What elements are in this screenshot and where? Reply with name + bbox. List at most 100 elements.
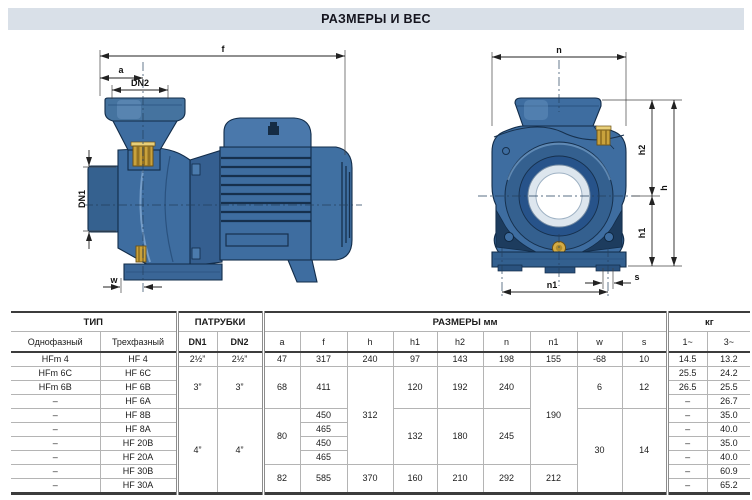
col-header-h2: h2 bbox=[436, 331, 484, 353]
col-header-kg1: 1~ bbox=[665, 331, 708, 353]
col-header-a: a bbox=[261, 331, 301, 353]
td-h2: 210 bbox=[436, 464, 484, 494]
td-n1: 155 bbox=[529, 352, 578, 367]
td-kg1: – bbox=[665, 422, 708, 437]
col-header-kg3: 3~ bbox=[706, 331, 751, 353]
td-kg3: 60.9 bbox=[706, 464, 751, 479]
motor-foot bbox=[287, 259, 318, 283]
dimensions-table: ТИП ПАТРУБКИ РАЗМЕРЫ мм кг Однофазный Тр… bbox=[11, 311, 751, 495]
motor-plug bbox=[268, 126, 279, 135]
td-kg1: – bbox=[665, 464, 708, 479]
td-s: 12 bbox=[621, 366, 668, 409]
td-h2: 192 bbox=[436, 366, 484, 409]
td-f: 465 bbox=[299, 450, 348, 465]
td-mono: – bbox=[11, 450, 100, 465]
dim-label-f: f bbox=[222, 44, 226, 54]
front-view-dimensions: n h2 h1 h s n1 bbox=[491, 45, 682, 295]
td-tri: HF 6B bbox=[99, 380, 177, 395]
col-header-n: n bbox=[482, 331, 531, 353]
col-header-f: f bbox=[299, 331, 348, 353]
td-n1: 190 bbox=[529, 366, 578, 465]
group-header-row: ТИП ПАТРУБКИ РАЗМЕРЫ мм кг bbox=[11, 312, 751, 332]
td-mono: – bbox=[11, 436, 100, 451]
table-row: – HF 20A 465 – 40.0 bbox=[11, 450, 751, 465]
td-kg3: 13.2 bbox=[706, 352, 751, 367]
td-f: 450 bbox=[299, 436, 348, 451]
col-header-s: s bbox=[621, 331, 668, 353]
discharge-cap bbox=[514, 97, 602, 127]
td-dn2: 4” bbox=[216, 408, 264, 494]
td-mono: – bbox=[52, 480, 58, 490]
table-row: – HF 8B 4” 4” 80 450 132 180 245 30 14 –… bbox=[11, 408, 751, 494]
td-f: 317 bbox=[299, 352, 348, 367]
td-kg3: 40.0 bbox=[706, 422, 751, 437]
td-n: 245 bbox=[482, 408, 531, 465]
column-header-row: Однофазный Трехфазный DN1 DN2 a f h h1 h… bbox=[11, 331, 751, 353]
td-kg1: – bbox=[665, 408, 708, 423]
td-tri: HF 20A bbox=[99, 450, 177, 465]
td-h2: 143 bbox=[436, 352, 484, 367]
suction-funnel bbox=[104, 97, 186, 122]
td-a: 80 bbox=[261, 408, 301, 465]
col-header-dn1: DN1 bbox=[175, 331, 217, 353]
table-row: – HF 6A – 26.7 bbox=[11, 394, 751, 409]
group-header-weight: кг bbox=[665, 312, 751, 332]
dim-label-dn1: DN1 bbox=[78, 190, 87, 208]
dim-label-h: h bbox=[659, 185, 669, 191]
group-header-dimensions: РАЗМЕРЫ мм bbox=[261, 312, 668, 332]
td-tri: HF 30B bbox=[99, 464, 177, 479]
table-row: HFm 6C HF 6C 3” 3” 68 411 312 120 192 24… bbox=[11, 366, 751, 465]
td-f: 585 bbox=[299, 464, 348, 494]
td-mono: HFm 6B bbox=[11, 380, 100, 395]
dim-label-dn2: DN2 bbox=[131, 78, 149, 88]
td-tri: HF 8A bbox=[99, 422, 177, 437]
td-kg3: 40.0 bbox=[706, 450, 751, 465]
pump-front-view-drawing: n h2 h1 h s n1 bbox=[478, 45, 682, 296]
td-f: 465 bbox=[299, 422, 348, 437]
td-dn2: 3” bbox=[216, 366, 264, 409]
td-a: 82 bbox=[261, 464, 301, 494]
motor-fins bbox=[221, 156, 311, 223]
col-header-w: w bbox=[576, 331, 623, 353]
td-mono: HFm 6C bbox=[11, 366, 100, 381]
td-h: 240 bbox=[346, 352, 394, 367]
td-kg1: 14.5 bbox=[665, 352, 708, 367]
td-h: 370 bbox=[346, 464, 394, 494]
td-kg3: 25.5 bbox=[706, 380, 751, 395]
td-mono: – bbox=[11, 422, 100, 437]
col-header-h1: h1 bbox=[392, 331, 438, 353]
motor-nameplate bbox=[225, 233, 289, 247]
td-kg1: 26.5 bbox=[665, 380, 708, 395]
col-header-three-phase: Трехфазный bbox=[99, 331, 177, 353]
td-h1: 160 bbox=[392, 464, 438, 494]
col-header-single-phase: Однофазный bbox=[11, 331, 100, 353]
td-n: 198 bbox=[482, 352, 531, 367]
col-header-h: h bbox=[346, 331, 394, 353]
td-kg1: 25.5 bbox=[665, 366, 708, 381]
td-kg3: 24.2 bbox=[706, 366, 751, 381]
td-dn1: 3” bbox=[175, 366, 217, 409]
td-mono: – bbox=[11, 464, 100, 479]
td-w: 6 bbox=[576, 366, 623, 409]
td-n1: 212 bbox=[529, 464, 578, 494]
side-view-dimensions: f a DN2 DN1 w bbox=[78, 44, 346, 293]
table-row: HFm 4 HF 4 2½” 2½” 47 317 240 97 143 198… bbox=[11, 352, 751, 367]
group-header-ports: ПАТРУБКИ bbox=[175, 312, 264, 332]
td-mono: – bbox=[11, 394, 100, 409]
td-kg1: – bbox=[665, 450, 708, 465]
td-tri: HF 8B bbox=[99, 408, 177, 423]
drain-plug bbox=[135, 245, 147, 263]
page-title: РАЗМЕРЫ И ВЕС bbox=[8, 8, 744, 30]
td-mono: HFm 4 bbox=[11, 352, 100, 367]
td-s: 10 bbox=[621, 352, 668, 367]
td-h1: 120 bbox=[392, 366, 438, 409]
td-n: 292 bbox=[482, 464, 531, 494]
td-h: 312 bbox=[346, 366, 394, 465]
td-kg3: 35.0 bbox=[706, 436, 751, 451]
td-a: 47 bbox=[261, 352, 301, 367]
dim-label-w: w bbox=[109, 275, 118, 285]
td-h1: 97 bbox=[392, 352, 438, 367]
td-dn1: 2½” bbox=[175, 352, 217, 367]
td-w: 30 bbox=[576, 408, 623, 494]
